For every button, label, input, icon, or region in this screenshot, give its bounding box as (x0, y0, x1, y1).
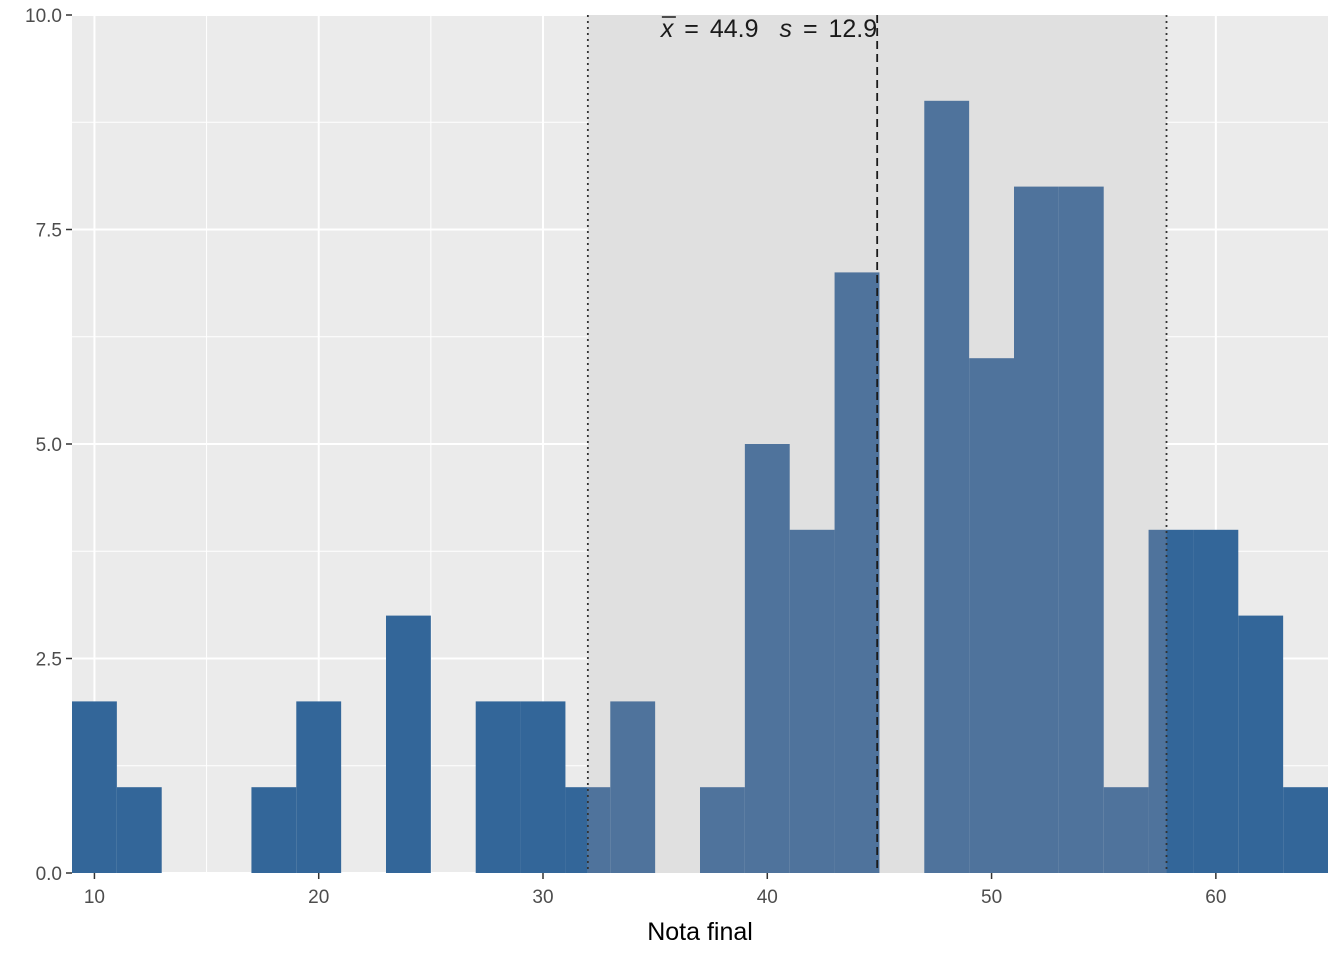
x-tick-label: 50 (981, 887, 1002, 908)
histogram-bar (1166, 529, 1194, 873)
mean-value: 44.9 (710, 15, 759, 43)
histogram-bar (520, 701, 566, 873)
histogram-bar (610, 701, 656, 873)
histogram-bar (475, 701, 521, 873)
histogram-bar (1103, 787, 1149, 873)
y-axis: 0.0 2.5 5.0 7.5 10.0 (25, 6, 72, 885)
y-tick-label: 10.0 (25, 6, 62, 27)
x-tick-label: 60 (1205, 887, 1226, 908)
y-tick-label: 0.0 (36, 864, 62, 885)
histogram-bar (1058, 186, 1104, 874)
histogram-bar (1148, 529, 1167, 873)
histogram-bar (587, 787, 611, 873)
histogram-bar (565, 787, 588, 873)
x-axis: 10 20 30 40 50 60 (84, 873, 1226, 908)
histogram-bar (1283, 787, 1328, 873)
x-tick-label: 30 (532, 887, 553, 908)
x-tick-label: 40 (757, 887, 778, 908)
histogram-bar (1193, 529, 1239, 873)
histogram-bar (296, 701, 342, 873)
histogram-bar (969, 358, 1014, 873)
histogram-bar (700, 787, 745, 873)
histogram-bar (834, 272, 880, 873)
mean-equals: = (684, 15, 699, 43)
stat-annotation: x = 44.9 s = 12.9 (660, 15, 877, 43)
y-tick-label: 2.5 (36, 650, 62, 671)
sd-symbol: s (779, 15, 792, 43)
histogram-bar (924, 100, 970, 874)
histogram-bar (72, 701, 117, 873)
x-tick-label: 20 (308, 887, 329, 908)
histogram-bar (744, 444, 790, 873)
histogram-bar (1238, 615, 1284, 873)
mean-symbol: x (660, 15, 675, 43)
histogram-bar (116, 787, 162, 873)
histogram-bar (386, 615, 431, 873)
histogram-bar (251, 787, 297, 873)
histogram-bar (1014, 186, 1059, 874)
sd-value: 12.9 (829, 15, 878, 43)
y-tick-label: 7.5 (36, 221, 62, 242)
y-tick-label: 5.0 (36, 435, 62, 456)
histogram-bars (72, 100, 1328, 874)
x-tick-label: 10 (84, 887, 105, 908)
sd-equals: = (803, 15, 818, 43)
histogram-bar (789, 529, 835, 873)
x-axis-title: Nota final (647, 918, 753, 946)
